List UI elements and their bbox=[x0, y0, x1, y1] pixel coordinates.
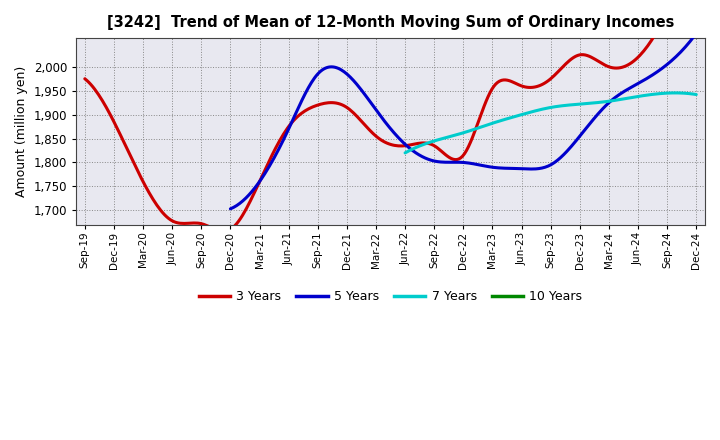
Y-axis label: Amount (million yen): Amount (million yen) bbox=[15, 66, 28, 197]
Legend: 3 Years, 5 Years, 7 Years, 10 Years: 3 Years, 5 Years, 7 Years, 10 Years bbox=[194, 285, 588, 308]
Title: [3242]  Trend of Mean of 12-Month Moving Sum of Ordinary Incomes: [3242] Trend of Mean of 12-Month Moving … bbox=[107, 15, 674, 30]
